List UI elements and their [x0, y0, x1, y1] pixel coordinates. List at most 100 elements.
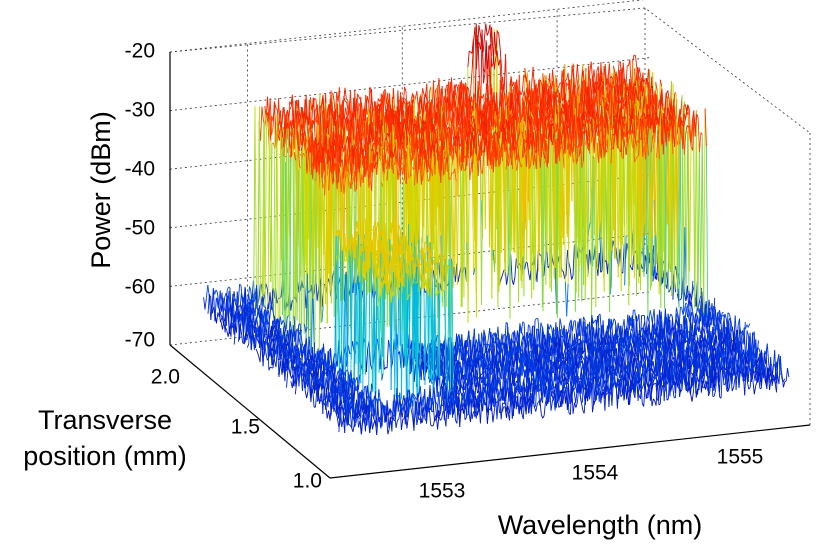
trace-segment — [519, 89, 522, 96]
trace-segment — [267, 112, 270, 123]
trace-segment — [224, 301, 228, 333]
trace-segment — [266, 112, 269, 123]
trace-segment — [365, 96, 368, 114]
trace-segment — [698, 297, 701, 306]
trace-segment — [514, 258, 517, 278]
trace-segment — [344, 87, 347, 99]
trace-segment — [383, 91, 386, 110]
trace-segment — [666, 107, 669, 110]
trace-segment — [422, 98, 425, 119]
trace-segment — [496, 50, 499, 66]
trace-segment — [443, 96, 446, 103]
trace-segment — [204, 297, 207, 310]
trace-segment — [593, 69, 596, 83]
trace-segment — [470, 68, 473, 89]
trace-segment — [384, 89, 387, 104]
trace-segment — [357, 93, 360, 98]
trace-segment — [216, 297, 219, 308]
trace-segment — [569, 268, 573, 280]
trace-segment — [231, 306, 235, 329]
trace-segment — [302, 140, 305, 281]
trace-segment — [538, 79, 542, 107]
trace-segment — [273, 114, 276, 318]
trace-segment — [260, 296, 263, 306]
trace-segment — [297, 281, 300, 294]
trace-segment — [600, 270, 603, 273]
trace-segment — [256, 308, 259, 310]
trace-segment — [546, 249, 549, 269]
trace-segment — [573, 78, 576, 107]
trace-segment — [587, 249, 591, 274]
trace-segment — [264, 112, 267, 308]
trace-segment — [451, 91, 454, 109]
trace-segment — [590, 61, 594, 82]
trace-segment — [485, 42, 489, 69]
trace-segment — [253, 106, 256, 317]
trace-segment — [213, 307, 216, 314]
trace-segment — [592, 105, 595, 267]
trace-segment — [482, 127, 485, 239]
trace-segment — [614, 73, 617, 107]
trace-segment — [422, 88, 425, 95]
trace-segment — [557, 83, 561, 88]
trace-segment — [643, 256, 647, 273]
back-wall-edge — [169, 7, 811, 134]
trace-segment — [485, 23, 488, 36]
trace-segment — [468, 50, 471, 53]
z-gridline — [169, 0, 645, 53]
trace-segment — [580, 81, 583, 122]
trace-segment — [450, 107, 453, 111]
trace-segment — [246, 343, 250, 348]
trace-segment — [500, 275, 503, 280]
trace-segment — [612, 78, 615, 86]
trace-segment — [562, 271, 566, 279]
trace-segment — [279, 316, 283, 325]
trace-segment — [316, 289, 319, 301]
trace-segment — [419, 107, 422, 115]
trace-segment — [358, 96, 361, 100]
trace-segment — [580, 78, 583, 115]
trace-segment — [539, 79, 543, 85]
trace-segment — [268, 149, 272, 282]
trace-segment — [327, 278, 330, 283]
trace-segment — [524, 76, 527, 79]
trace-segment — [288, 120, 291, 137]
trace-segment — [227, 329, 231, 337]
trace-segment — [482, 37, 485, 53]
trace-segment — [303, 112, 307, 120]
trace-segment — [487, 50, 490, 69]
trace-segment — [493, 91, 496, 112]
trace-segment — [269, 112, 272, 142]
trace-segment — [588, 221, 591, 231]
trace-segment — [238, 315, 241, 321]
trace-segment — [393, 110, 396, 112]
trace-segment — [239, 321, 242, 340]
trace-segment — [598, 85, 601, 119]
trace-segment — [404, 98, 407, 101]
trace-segment — [554, 129, 557, 132]
trace-segment — [536, 89, 539, 93]
trace-segment — [483, 73, 486, 84]
trace-segment — [346, 98, 348, 101]
z-gridline — [169, 57, 651, 111]
trace-segment — [495, 30, 498, 55]
trace-segment — [493, 58, 497, 70]
trace-segment — [448, 98, 452, 111]
trace-segment — [571, 275, 574, 280]
trace-segment — [565, 250, 568, 275]
trace-segment — [276, 109, 280, 134]
trace-segment — [601, 75, 604, 96]
trace-segment — [239, 293, 242, 311]
trace-segment — [255, 348, 258, 353]
trace-segment — [526, 262, 530, 274]
trace-segment — [446, 97, 449, 107]
trace-segment — [510, 77, 513, 87]
trace-segment — [594, 81, 597, 84]
trace-segment — [289, 321, 292, 331]
trace-segment — [629, 82, 633, 95]
trace-segment — [270, 366, 272, 369]
trace-segment — [474, 38, 478, 101]
trace-segment — [221, 292, 224, 320]
trace-segment — [238, 305, 241, 308]
trace-segment — [523, 74, 526, 78]
